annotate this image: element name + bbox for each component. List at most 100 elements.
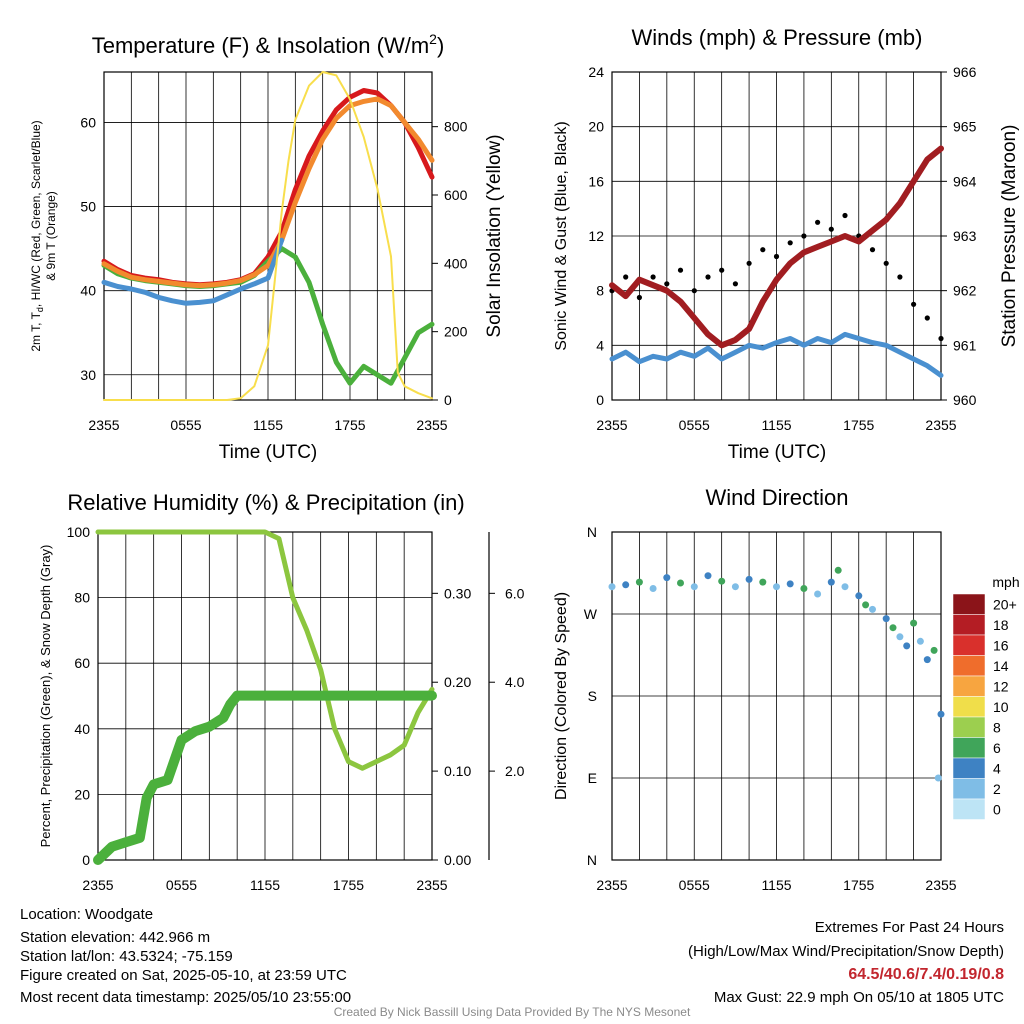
winds-yright-label: 961 [953,337,977,353]
temp-series-orange [101,96,435,289]
winds-gust-point [801,233,807,239]
temp-ytick-label: 40 [80,283,96,299]
winds-gust-point [924,315,930,321]
legend-swatch [952,696,986,718]
elevation-label: Station elevation: 442.966 m [20,929,211,946]
dir-point [834,566,842,574]
winds-xtick-label: 1755 [843,417,874,433]
winds-yright-label: 966 [953,64,977,80]
legend-label: 18 [993,617,1009,633]
dir-xtick-label: 2355 [596,877,627,893]
winds-gust-point [746,260,752,266]
temp-ylabel-left: 2m T, Td, HI/WC (Red, Green, Scarlet/Blu… [29,120,45,351]
dir-point [903,642,911,650]
dir-point [827,578,835,586]
dir-point [690,583,698,591]
winds-yright-label: 963 [953,228,977,244]
winds-ytick-label: 12 [588,228,604,244]
dir-point [896,633,904,641]
legend-label: 6 [993,740,1001,756]
rh-yright-label: 0.10 [444,763,471,779]
legend-label: 10 [993,699,1009,715]
credit-label: Created By Nick Bassill Using Data Provi… [333,1005,691,1019]
rh-yright-label: 0.30 [444,585,471,601]
rh-yright-label: 0.00 [444,852,471,868]
winds-title: Winds (mph) & Pressure (mb) [632,25,923,50]
winds-gust-point [760,247,766,253]
temp-ytick-label: 30 [80,367,96,383]
recent-label: Most recent data timestamp: 2025/05/10 2… [20,989,352,1006]
winds-xlabel: Time (UTC) [728,442,827,463]
created-label: Figure created on Sat, 2025-05-10, at 23… [20,967,347,984]
dir-point [773,583,780,591]
rh-snow-label: 6.0 [505,585,525,601]
winds-gust-point [773,253,780,260]
rh-xtick-label: 2355 [416,877,447,893]
rh-xtick-label: 1155 [250,877,280,893]
dir-ytick-label: S [588,688,597,704]
rh-ylabel-left: Percent, Precipitation (Green), & Snow D… [38,545,53,848]
winds-gust-point [664,281,670,287]
legend-swatch [952,593,986,615]
temp-ylabel-left-2: & 9m T (Orange) [44,191,58,281]
winds-ytick-label: 8 [596,283,604,299]
legend-swatch [952,757,986,779]
rh-series-green [95,529,435,771]
dir-point [718,577,726,585]
temp-ytick-label: 50 [80,199,96,215]
dir-point [731,583,739,591]
winds-series-maroon [609,145,944,349]
winds-yright-label: 962 [953,283,977,299]
legend-swatch [952,737,986,759]
dir-point [608,583,616,591]
dir-xtick-label: 1755 [843,877,874,893]
winds-gust-point [787,240,793,246]
temp-series-blue [101,237,285,306]
rh-xtick-label: 2355 [82,877,113,893]
winds-gust-point [869,247,876,253]
winds-ytick-label: 16 [588,173,604,189]
dir-point [910,619,918,627]
temp-yright-label: 200 [444,324,468,340]
extremes-title: Extremes For Past 24 Hours [814,919,1004,936]
winds-yright-label: 964 [953,173,977,189]
winds-gust-point [842,212,848,219]
dir-point [745,575,753,583]
legend-swatch [952,778,986,800]
temp-xtick-label: 0555 [170,417,201,433]
winds-ytick-label: 20 [588,119,604,135]
temp-ylabel-right: Solar Insolation (Yellow) [484,134,505,337]
dir-ylabel-left: Direction (Colored By Speed) [553,592,570,800]
rh-snow-label: 4.0 [505,674,525,690]
legend-label: 16 [993,637,1009,653]
legend-label: 20+ [993,596,1017,612]
legend-swatch [952,675,986,697]
winds-gust-point [677,267,684,273]
max-gust-label: Max Gust: 22.9 mph On 05/10 at 1805 UTC [713,989,1004,1006]
temp-xtick-label: 1755 [334,417,365,433]
dir-ytick-label: W [584,606,598,622]
dir-point [841,583,849,591]
legend-label: 8 [993,719,1001,735]
legend-swatch [952,716,986,738]
rh-ytick-label: 80 [74,590,90,606]
dir-point [704,572,712,580]
winds-gust-point [732,281,739,287]
winds-gust-point [897,274,903,280]
winds-ylabel-left: Sonic Wind & Gust (Blue, Black) [553,121,570,350]
winds-gust-point [883,260,889,266]
dir-point [649,585,657,592]
temp-xlabel: Time (UTC) [219,442,318,463]
rh-ytick-label: 40 [74,721,90,737]
rh-snow-label: 2.0 [505,763,525,779]
dir-point [622,581,630,589]
dir-xtick-label: 0555 [679,877,710,893]
temp-title: Temperature (F) & Insolation (W/m2) [92,31,445,58]
dir-point [937,710,945,718]
temp-yright-label: 600 [444,187,468,203]
legend-label: 4 [993,760,1001,776]
dir-point [677,579,684,587]
legend-swatch [952,798,986,820]
temp-xtick-label: 2355 [416,417,447,433]
winds-xtick-label: 0555 [679,417,710,433]
